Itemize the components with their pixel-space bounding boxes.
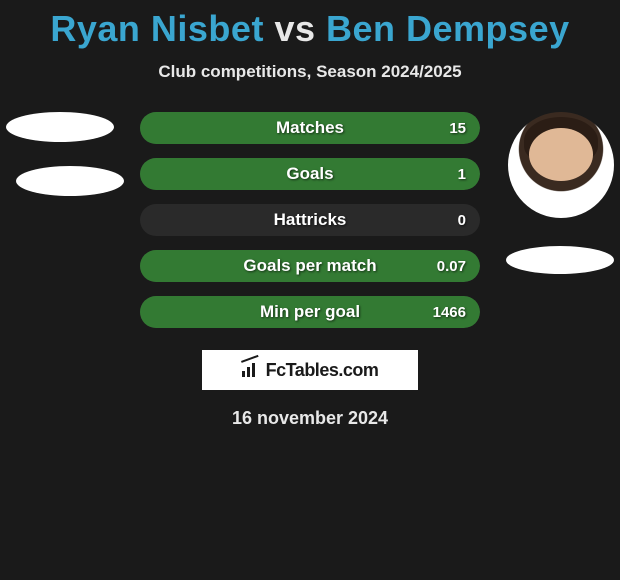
stat-label: Matches	[140, 112, 480, 144]
stat-label: Hattricks	[140, 204, 480, 236]
stat-value-right: 15	[435, 112, 480, 144]
player2-name: Ben Dempsey	[326, 8, 570, 49]
stat-bar-goals-per-match: Goals per match 0.07	[140, 250, 480, 282]
placeholder-oval-icon	[16, 166, 124, 196]
placeholder-oval-icon	[6, 112, 114, 142]
stat-bar-matches: Matches 15	[140, 112, 480, 144]
subtitle: Club competitions, Season 2024/2025	[0, 62, 620, 82]
stat-value-right: 1	[444, 158, 480, 190]
player2-avatar	[508, 112, 614, 218]
comparison-area: Matches 15 Goals 1 Hattricks 0 Goals per…	[0, 112, 620, 429]
stat-bar-min-per-goal: Min per goal 1466	[140, 296, 480, 328]
snapshot-date: 16 november 2024	[10, 408, 610, 429]
stat-value-right: 1466	[419, 296, 480, 328]
stat-value-right: 0	[444, 204, 480, 236]
stat-label: Goals	[140, 158, 480, 190]
logo-text: FcTables.com	[266, 360, 379, 381]
placeholder-oval-icon	[506, 246, 614, 274]
vs-text: vs	[274, 8, 315, 49]
stat-bars: Matches 15 Goals 1 Hattricks 0 Goals per…	[140, 112, 480, 328]
stat-bar-hattricks: Hattricks 0	[140, 204, 480, 236]
stat-value-right: 0.07	[423, 250, 480, 282]
comparison-title: Ryan Nisbet vs Ben Dempsey	[0, 0, 620, 50]
barchart-icon	[242, 363, 260, 377]
stat-bar-goals: Goals 1	[140, 158, 480, 190]
fctables-logo: FcTables.com	[202, 350, 418, 390]
player1-name: Ryan Nisbet	[50, 8, 264, 49]
